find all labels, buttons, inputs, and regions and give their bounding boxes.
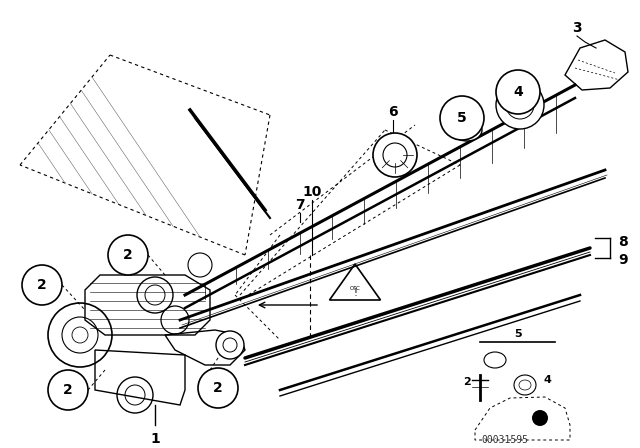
Text: !: ! [353, 288, 357, 298]
Text: 9: 9 [618, 253, 628, 267]
Text: 6: 6 [388, 105, 398, 119]
Text: 1: 1 [150, 432, 160, 446]
Text: 5: 5 [457, 111, 467, 125]
Circle shape [48, 370, 88, 410]
Circle shape [440, 96, 484, 140]
Ellipse shape [452, 119, 482, 141]
Text: 7: 7 [295, 198, 305, 212]
Text: 4: 4 [513, 85, 523, 99]
Circle shape [532, 410, 548, 426]
Circle shape [198, 368, 238, 408]
Text: 4: 4 [543, 375, 551, 385]
Text: 10: 10 [302, 185, 322, 199]
Text: 2: 2 [123, 248, 133, 262]
Circle shape [22, 265, 62, 305]
Text: 5: 5 [514, 329, 522, 339]
Text: 2: 2 [63, 383, 73, 397]
Circle shape [496, 81, 544, 129]
Text: OTC: OTC [349, 287, 360, 292]
Text: 2: 2 [213, 381, 223, 395]
Text: 00031595: 00031595 [481, 435, 529, 445]
Text: 8: 8 [618, 235, 628, 249]
Text: 2: 2 [463, 377, 471, 387]
Circle shape [496, 70, 540, 114]
Text: 2: 2 [37, 278, 47, 292]
Circle shape [216, 331, 244, 359]
Circle shape [108, 235, 148, 275]
Circle shape [373, 133, 417, 177]
Circle shape [188, 253, 212, 277]
Text: 3: 3 [572, 21, 582, 35]
